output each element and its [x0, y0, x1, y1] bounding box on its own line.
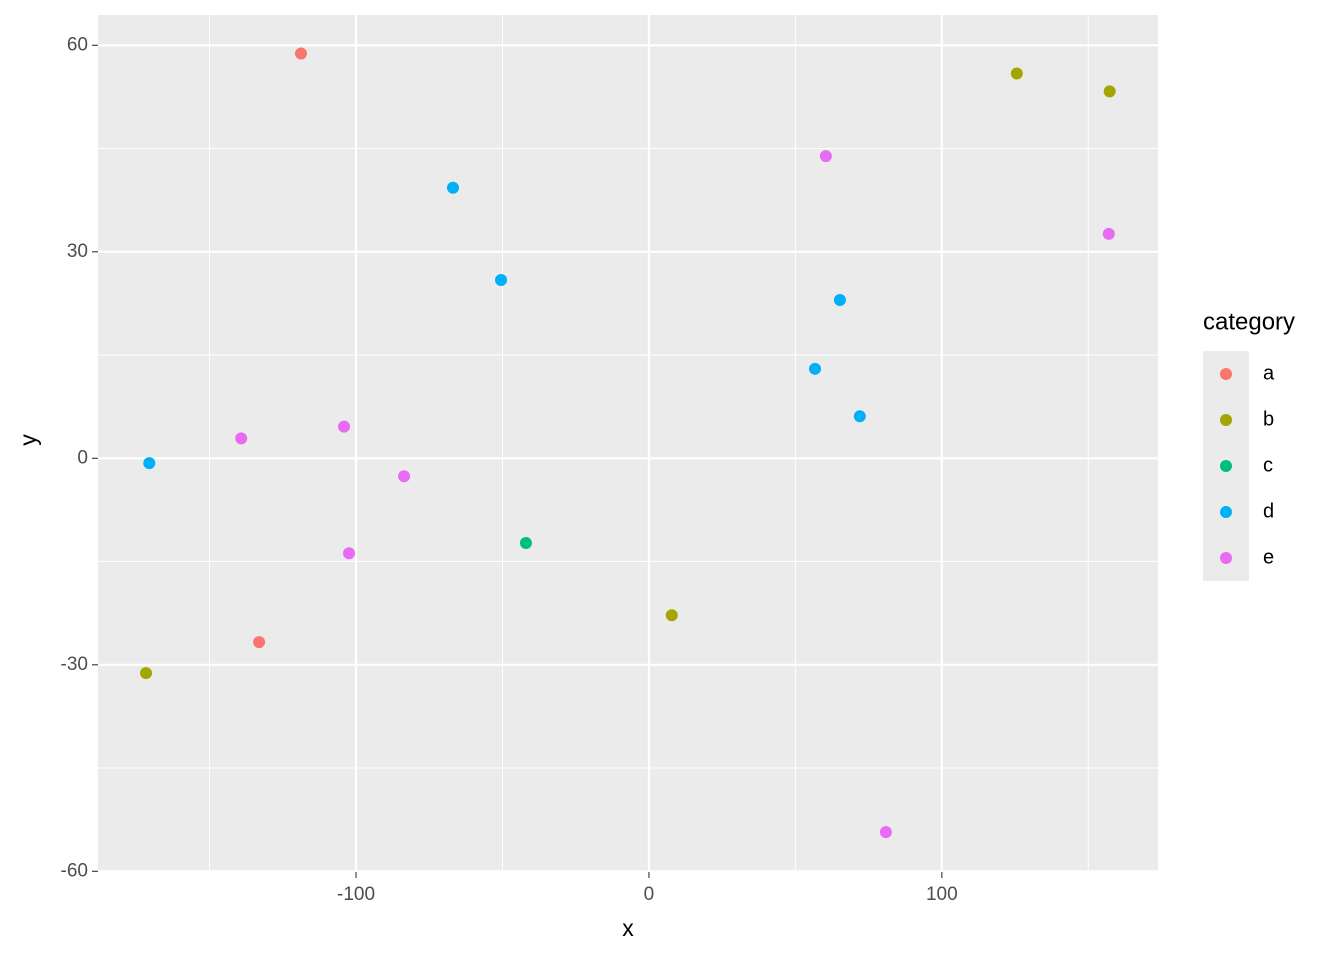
point [1103, 85, 1116, 98]
legend-key [1220, 414, 1232, 426]
points [140, 47, 1116, 839]
point [253, 636, 266, 649]
point [853, 410, 866, 423]
y-tick-label: 0 [77, 447, 88, 468]
y-tick-label: -60 [61, 860, 88, 881]
legend: a b c d e [1203, 351, 1275, 581]
point [294, 47, 307, 60]
y-tick-label: -30 [61, 654, 88, 675]
y-tick-label: 30 [67, 241, 88, 262]
point [343, 547, 356, 560]
point [1102, 227, 1115, 240]
x-tick-label: 0 [644, 884, 655, 905]
x-tick-label: 100 [926, 884, 958, 905]
point [143, 457, 156, 470]
point [519, 536, 532, 549]
grid [98, 15, 1158, 873]
x-tick-label: -100 [337, 884, 375, 905]
legend-key [1220, 506, 1232, 518]
legend-label: c [1263, 454, 1273, 476]
legend-label: a [1263, 362, 1275, 384]
point [879, 826, 892, 839]
point [140, 667, 153, 680]
legend-key [1220, 552, 1232, 564]
legend-key [1220, 460, 1232, 472]
legend-label: b [1263, 408, 1274, 430]
legend-label: d [1263, 500, 1274, 522]
y-axis-title: y [15, 434, 41, 446]
legend-key [1220, 368, 1232, 380]
point [235, 432, 248, 445]
x-axis-title: x [622, 915, 634, 941]
point [1010, 67, 1023, 80]
point [495, 274, 508, 287]
legend-title: category [1203, 308, 1295, 335]
y-tick-label: 60 [67, 34, 88, 55]
point [665, 609, 678, 622]
point [809, 362, 822, 375]
legend-label: e [1263, 546, 1274, 568]
point [338, 420, 351, 433]
panel [98, 15, 1158, 872]
point [398, 470, 411, 483]
point [446, 181, 459, 194]
point [819, 150, 832, 163]
point [833, 293, 846, 306]
